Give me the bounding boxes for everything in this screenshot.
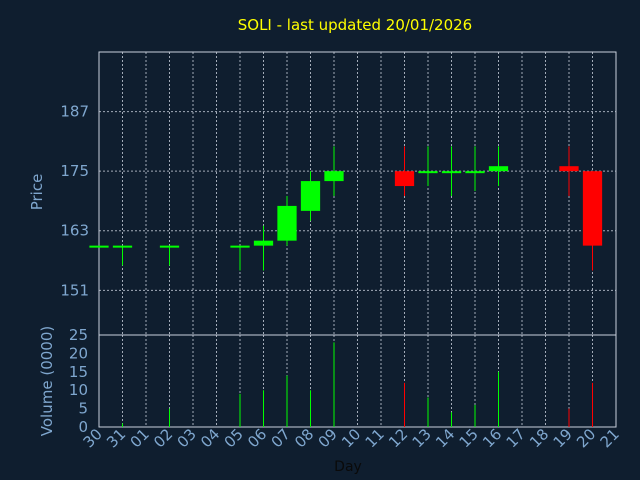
price-tick-label: 151	[60, 281, 89, 299]
volume-tick-label: 15	[69, 363, 88, 381]
candle-body	[465, 171, 485, 174]
volume-tick-label: 20	[69, 344, 88, 362]
candle-body	[112, 245, 133, 248]
x-axis-label: Day	[334, 459, 362, 475]
candle-body	[441, 171, 462, 174]
candle-body	[394, 171, 415, 187]
candle-body	[277, 205, 297, 241]
candle-body	[418, 171, 438, 174]
volume-tick-label: 25	[69, 326, 88, 344]
candle-body	[89, 245, 109, 248]
price-tick-label: 187	[60, 103, 89, 121]
candle-body	[488, 166, 509, 172]
candle-body	[230, 245, 250, 248]
price-tick-label: 163	[60, 222, 89, 240]
chart-title: SOLI - last updated 20/01/2026	[238, 16, 472, 34]
candle-body	[324, 171, 344, 182]
candle-body	[253, 240, 274, 246]
candle-body	[559, 166, 579, 172]
candle-body	[159, 245, 180, 248]
volume-axis-label: Volume (0000)	[38, 326, 56, 436]
candle-body	[300, 181, 321, 211]
price-panel: 151 163 175 187	[60, 51, 617, 336]
price-tick-label: 175	[60, 162, 89, 180]
candle-body	[582, 171, 603, 246]
x-axis: 3031010203040506070809101112131415161718…	[80, 425, 623, 451]
price-axis-label: Price	[28, 174, 46, 211]
volume-tick-label: 10	[69, 381, 88, 399]
volume-tick-label: 5	[78, 400, 88, 418]
volume-tick-label: 0	[78, 418, 88, 436]
